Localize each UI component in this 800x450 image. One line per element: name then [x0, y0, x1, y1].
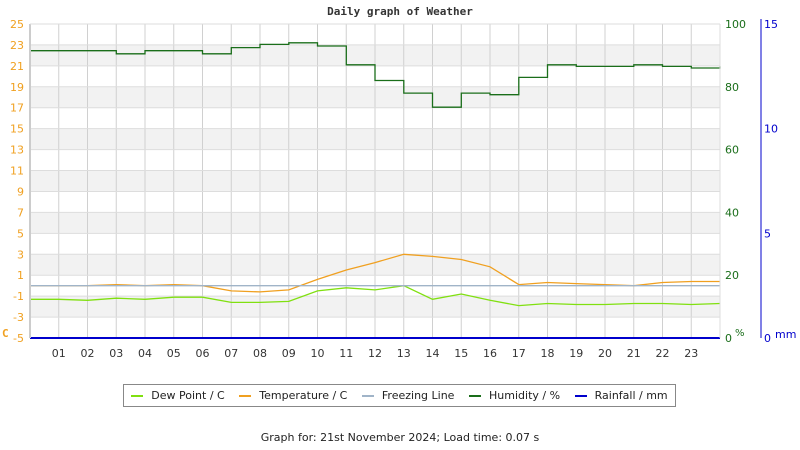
axes: [29, 19, 762, 338]
rainfall-axis-unit: mm: [775, 328, 796, 341]
x-tick-label: 07: [224, 347, 238, 360]
tick-labels: 01 02 03 04 05 06 07 08 09 10 11 12 13 14 15 16 17 18 19 20…: [2, 18, 796, 360]
x-tick-label: 02: [81, 347, 95, 360]
x-tick-label: 20: [598, 347, 612, 360]
legend: Dew Point / C Temperature / C Freezing L…: [123, 384, 676, 407]
legend-item-temperature: Temperature / C: [239, 389, 347, 402]
x-tick-label: 22: [656, 347, 670, 360]
left-tick-label: 7: [17, 206, 24, 219]
x-tick-label: 23: [684, 347, 698, 360]
left-tick-label: -3: [13, 311, 24, 324]
x-tick-label: 16: [483, 347, 497, 360]
x-tick-label: 03: [109, 347, 123, 360]
legend-item-humidity: Humidity / %: [469, 389, 560, 402]
left-tick-label: 19: [10, 81, 24, 94]
humidity-tick-label: 100: [725, 18, 746, 31]
left-tick-label: 1: [17, 269, 24, 282]
humidity-tick-label: 0: [725, 332, 732, 345]
series-humidity: [30, 42, 721, 108]
rainfall-tick-label: 5: [764, 227, 771, 240]
x-tick-label: 13: [397, 347, 411, 360]
left-tick-label: 3: [17, 248, 24, 261]
x-tick-label: 08: [253, 347, 267, 360]
series-lines: [30, 42, 721, 339]
left-tick-label: -1: [13, 290, 24, 303]
humidity-axis-unit: %: [735, 328, 745, 339]
left-tick-label: 9: [17, 185, 24, 198]
rainfall-tick-label: 15: [764, 18, 778, 31]
x-tick-label: 15: [454, 347, 468, 360]
left-tick-label: 17: [10, 102, 24, 115]
legend-item-freezing-line: Freezing Line: [361, 389, 454, 402]
temperature-swatch: [239, 394, 252, 397]
series-dew-point-c: [30, 285, 721, 307]
x-tick-label: 05: [167, 347, 181, 360]
x-tick-label: 06: [196, 347, 210, 360]
rainfall-swatch: [574, 394, 587, 397]
left-tick-label: 21: [10, 60, 24, 73]
left-tick-label: 15: [10, 123, 24, 136]
rainfall-tick-label: 10: [764, 123, 778, 136]
freezing-line-swatch: [361, 394, 374, 397]
legend-item-rainfall: Rainfall / mm: [574, 389, 668, 402]
left-tick-label: -5: [13, 332, 24, 345]
humidity-tick-label: 80: [725, 81, 739, 94]
humidity-swatch: [469, 394, 482, 397]
left-tick-label: 13: [10, 144, 24, 157]
left-tick-label: 23: [10, 39, 24, 52]
left-tick-label: 5: [17, 227, 24, 240]
x-tick-label: 10: [311, 347, 325, 360]
chart-title: Daily graph of Weather: [327, 5, 473, 18]
graph-footer: Graph for: 21st November 2024; Load time…: [260, 431, 540, 444]
x-tick-label: 01: [52, 347, 66, 360]
x-tick-label: 12: [368, 347, 382, 360]
weather-chart: 01 02 03 04 05 06 07 08 09 10 11 12 13 14 15 16 17 18 19 20…: [2, 18, 796, 360]
left-tick-label: 25: [10, 18, 24, 31]
x-tick-label: 14: [426, 347, 440, 360]
legend-item-dew-point: Dew Point / C: [131, 389, 225, 402]
x-tick-label: 09: [282, 347, 296, 360]
left-tick-label: 11: [10, 165, 24, 178]
x-tick-label: 17: [512, 347, 526, 360]
x-tick-label: 19: [569, 347, 583, 360]
humidity-tick-label: 40: [725, 206, 739, 219]
x-tick-label: 11: [339, 347, 353, 360]
humidity-tick-label: 20: [725, 269, 739, 282]
x-tick-label: 21: [627, 347, 641, 360]
x-tick-label: 18: [541, 347, 555, 360]
dew-point-swatch: [131, 394, 144, 397]
x-tick-label: 04: [138, 347, 152, 360]
rainfall-tick-label: 0: [764, 332, 771, 345]
left-axis-unit: C: [2, 327, 9, 340]
humidity-tick-label: 60: [725, 144, 739, 157]
